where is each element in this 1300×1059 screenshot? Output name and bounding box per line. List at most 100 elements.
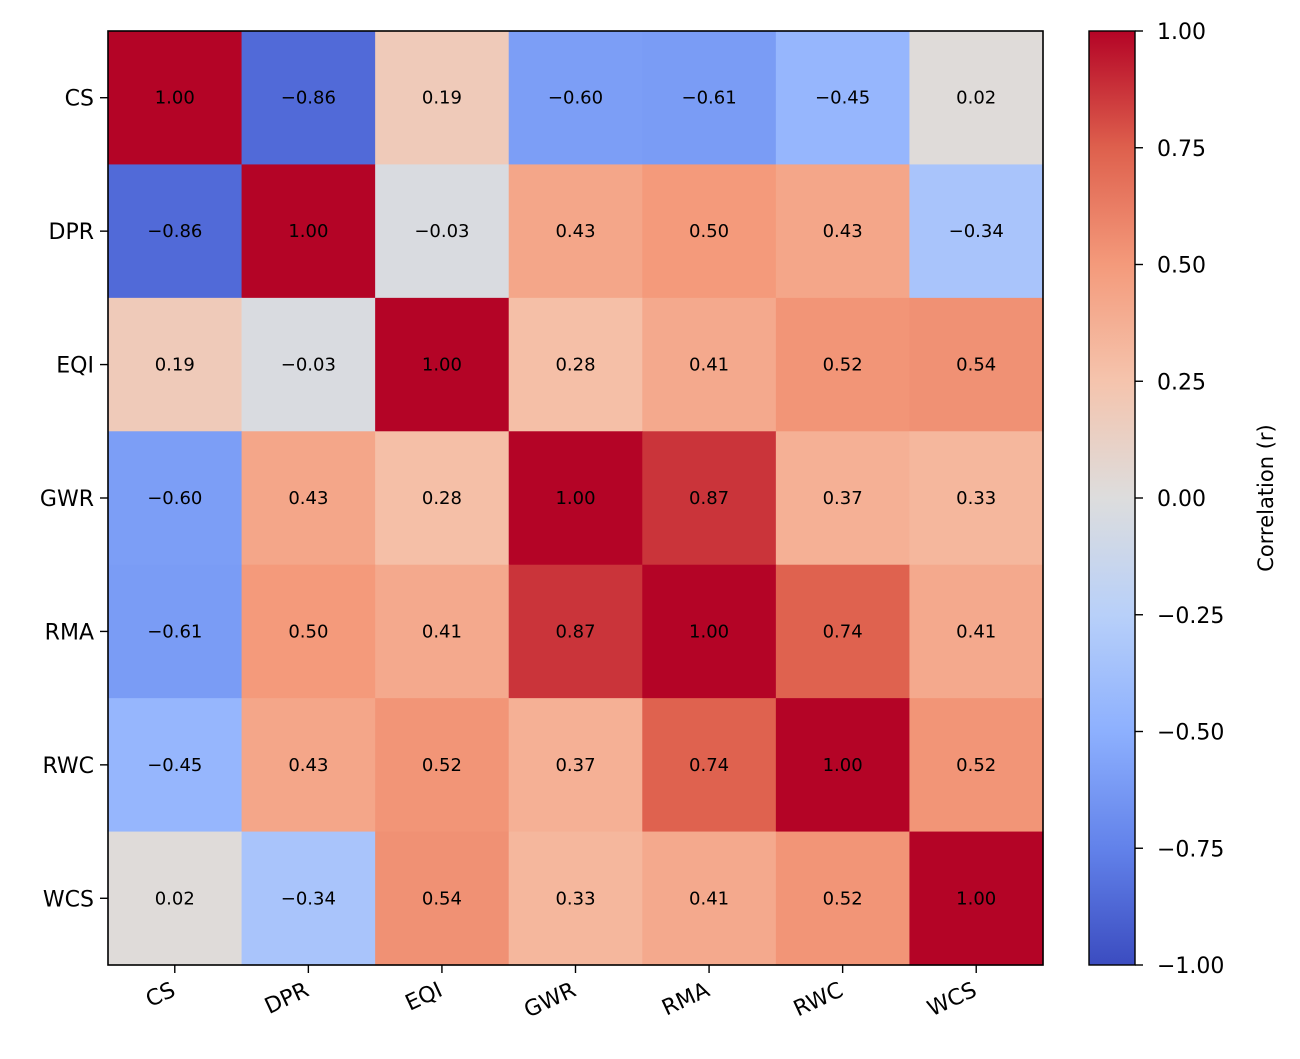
cell-value-label: 0.54 — [956, 355, 996, 376]
cell-value-label: 1.00 — [823, 755, 863, 776]
heatmap-cell-gwr-dpr — [241, 431, 376, 566]
heatmap-cell-rma-dpr — [241, 564, 376, 699]
heatmap-cell-labels: 1.00 −0.86 0.19 −0.60 −0.61 −0.45 0.02 −0.86 1.0… — [147, 88, 1004, 910]
cell-value-label: −0.03 — [281, 355, 336, 376]
colorbar-tick-label: −1.00 — [1157, 954, 1224, 979]
heatmap-cells — [108, 31, 1044, 966]
heatmap-cell-rma-gwr — [508, 564, 643, 699]
cell-value-label: 0.43 — [288, 755, 328, 776]
colorbar-tick-label: 0.50 — [1157, 254, 1206, 279]
cell-value-label: 0.41 — [956, 621, 996, 642]
heatmap-cell-dpr-cs — [108, 164, 243, 299]
heatmap-cell-dpr-eqi — [375, 164, 510, 299]
cell-value-label: 1.00 — [422, 355, 462, 376]
x-tick-label: WCS — [924, 978, 981, 1022]
cell-value-label: 1.00 — [956, 888, 996, 909]
y-tick-label: DPR — [49, 220, 95, 245]
heatmap-cell-wcs-rwc — [775, 831, 911, 966]
cell-value-label: 0.43 — [823, 221, 863, 242]
heatmap-cell-eqi-rma — [642, 297, 777, 432]
y-tick-label: EQI — [56, 354, 94, 379]
cell-value-label: 0.50 — [689, 221, 729, 242]
cell-value-label: −0.45 — [147, 755, 202, 776]
heatmap-cell-gwr-cs — [108, 431, 243, 566]
heatmap-cell-cs-rwc — [775, 31, 911, 166]
heatmap-cell-cs-gwr — [508, 31, 643, 166]
cell-value-label: 1.00 — [689, 621, 729, 642]
cell-value-label: 1.00 — [288, 221, 328, 242]
colorbar-tick-label: −0.75 — [1157, 837, 1224, 862]
colorbar-tick-label: 0.75 — [1157, 137, 1206, 162]
heatmap-cell-gwr-eqi — [375, 431, 510, 566]
cell-value-label: 0.37 — [823, 488, 863, 509]
cell-value-label: 0.19 — [422, 88, 462, 109]
cell-value-label: 0.41 — [422, 621, 462, 642]
colorbar-tick-label: −0.25 — [1157, 604, 1224, 629]
heatmap-cell-cs-eqi — [375, 31, 510, 166]
x-tick-label: DPR — [261, 978, 313, 1020]
heatmap-cell-rwc-eqi — [375, 698, 510, 833]
cell-value-label: 0.50 — [288, 621, 328, 642]
heatmap-cell-eqi-cs — [108, 297, 243, 432]
heatmap-cell-wcs-rma — [642, 831, 777, 966]
heatmap-cell-wcs-eqi — [375, 831, 510, 966]
cell-value-label: −0.86 — [147, 221, 202, 242]
x-axis: CS DPR EQI GWR RMA RWC WCS — [142, 965, 981, 1023]
y-tick-label: RWC — [42, 754, 94, 779]
cell-value-label: 0.28 — [422, 488, 462, 509]
cell-value-label: 0.74 — [823, 621, 863, 642]
cell-value-label: 0.19 — [155, 355, 195, 376]
cell-value-label: 0.52 — [422, 755, 462, 776]
heatmap-cell-cs-wcs — [909, 31, 1044, 166]
cell-value-label: 0.41 — [689, 355, 729, 376]
heatmap-cell-rma-cs — [108, 564, 243, 699]
cell-value-label: 0.41 — [689, 888, 729, 909]
cell-value-label: −0.34 — [281, 888, 336, 909]
cell-value-label: 0.87 — [689, 488, 729, 509]
heatmap-cell-gwr-rma — [642, 431, 777, 566]
cell-value-label: 0.52 — [823, 355, 863, 376]
heatmap-cell-rma-eqi — [375, 564, 510, 699]
y-axis: CS DPR EQI GWR RMA RWC WCS — [40, 87, 108, 912]
cell-value-label: 0.37 — [555, 755, 595, 776]
colorbar-tick-label: 0.25 — [1157, 370, 1206, 395]
x-tick-label: RMA — [658, 978, 713, 1022]
colorbar-tick-label: 0.00 — [1157, 487, 1206, 512]
cell-value-label: 0.33 — [956, 488, 996, 509]
heatmap-cell-eqi-dpr — [241, 297, 376, 432]
heatmap-cell-dpr-rma — [642, 164, 777, 299]
cell-value-label: 1.00 — [555, 488, 595, 509]
x-tick-label: EQI — [402, 978, 447, 1017]
heatmap-cell-rwc-rwc — [775, 698, 911, 833]
heatmap-cell-eqi-gwr — [508, 297, 643, 432]
y-tick-label: WCS — [43, 887, 94, 912]
cell-value-label: −0.45 — [815, 88, 870, 109]
heatmap-cell-dpr-dpr — [241, 164, 376, 299]
heatmap-cell-dpr-wcs — [909, 164, 1044, 299]
cell-value-label: 0.52 — [823, 888, 863, 909]
heatmap-cell-wcs-cs — [108, 831, 243, 966]
heatmap-cell-eqi-eqi — [375, 297, 510, 432]
heatmap-cell-gwr-wcs — [909, 431, 1044, 566]
cell-value-label: 0.43 — [555, 221, 595, 242]
heatmap-cell-rma-rwc — [775, 564, 911, 699]
heatmap-cell-rwc-gwr — [508, 698, 643, 833]
heatmap-cell-wcs-wcs — [909, 831, 1044, 966]
heatmap-cell-rwc-cs — [108, 698, 243, 833]
cell-value-label: 0.02 — [956, 88, 996, 109]
cell-value-label: 0.52 — [956, 755, 996, 776]
cell-value-label: −0.61 — [681, 88, 736, 109]
heatmap-cell-rma-rma — [642, 564, 777, 699]
cell-value-label: −0.61 — [147, 621, 202, 642]
heatmap-cell-dpr-rwc — [775, 164, 911, 299]
heatmap-cell-cs-rma — [642, 31, 777, 166]
heatmap-cell-gwr-gwr — [508, 431, 643, 566]
y-tick-label: GWR — [40, 487, 94, 512]
cell-value-label: −0.60 — [548, 88, 603, 109]
heatmap-cell-rwc-dpr — [241, 698, 376, 833]
y-tick-label: RMA — [45, 620, 94, 645]
cell-value-label: 0.33 — [555, 888, 595, 909]
heatmap-cell-rma-wcs — [909, 564, 1044, 699]
y-tick-label: CS — [65, 87, 94, 112]
